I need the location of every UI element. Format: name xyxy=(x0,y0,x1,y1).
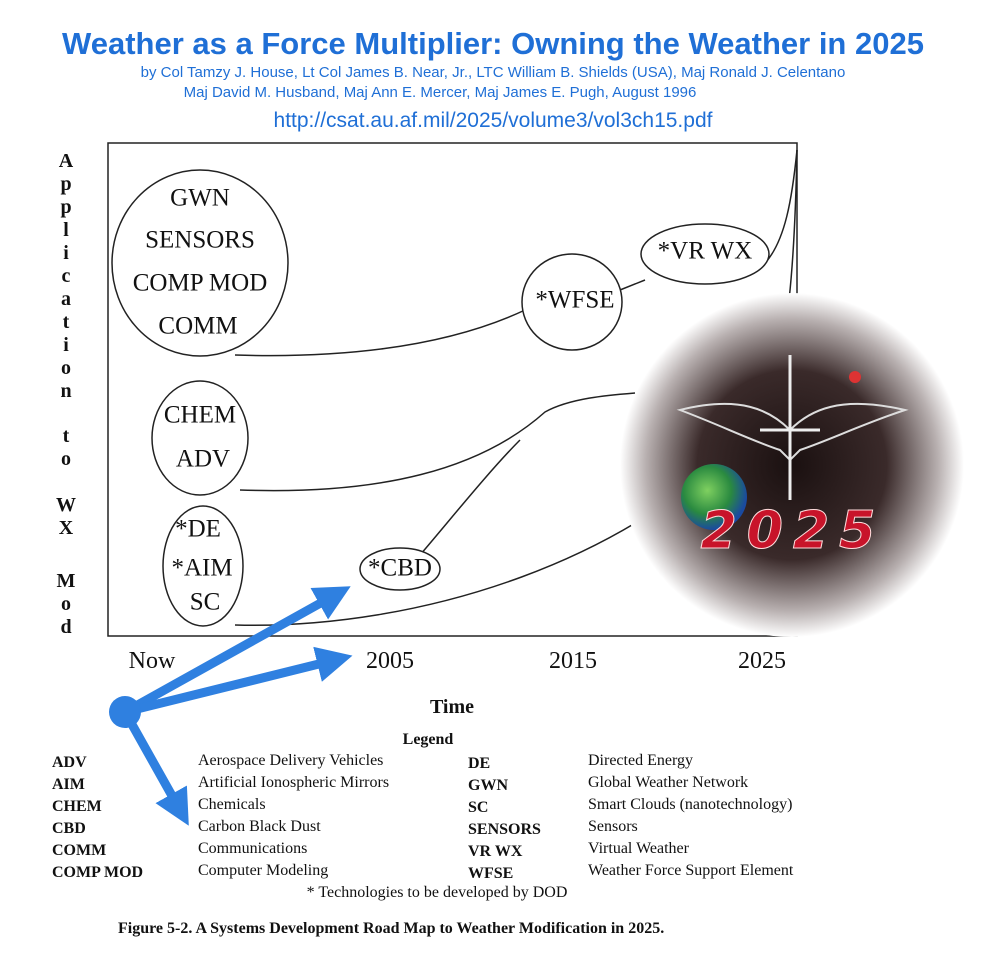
node-label: *CBD xyxy=(368,555,432,582)
y-axis-label: WX xyxy=(55,494,77,540)
legend-meaning: Chemicals xyxy=(198,796,266,813)
authors: by Col Tamzy J. House, Lt Col James B. N… xyxy=(141,64,846,81)
y-axis-label: Application xyxy=(55,150,77,403)
legend-abbr: COMP MOD xyxy=(52,864,143,881)
legend-abbr: ADV xyxy=(52,754,87,771)
node-label: SC xyxy=(190,589,221,616)
legend-abbr: VR WX xyxy=(468,843,523,860)
node-label: ADV xyxy=(176,446,230,473)
node-label: COMM xyxy=(158,313,237,340)
x-tick-label: 2025 xyxy=(738,648,786,674)
legend-meaning: Carbon Black Dust xyxy=(198,818,321,835)
node-label: *DE xyxy=(175,516,221,543)
authors: Maj David M. Husband, Maj Ann E. Mercer,… xyxy=(184,84,697,101)
node-label: *WFSE xyxy=(535,287,614,314)
legend-abbr: GWN xyxy=(468,777,508,794)
legend-meaning: Computer Modeling xyxy=(198,862,328,879)
legend-abbr: CBD xyxy=(52,820,86,837)
node-shapes xyxy=(111,169,770,627)
legend-meaning: Weather Force Support Element xyxy=(588,862,794,879)
node-label: *AIM xyxy=(171,555,232,582)
legend-meaning: Artificial Ionospheric Mirrors xyxy=(198,774,389,791)
legend-abbr: SC xyxy=(468,799,488,816)
legend-abbr: COMM xyxy=(52,842,106,859)
x-tick-label: Now xyxy=(129,648,176,674)
legend-meaning: Aerospace Delivery Vehicles xyxy=(198,752,383,769)
legend-meaning: Directed Energy xyxy=(588,752,693,769)
y-axis-label: to xyxy=(55,425,77,471)
logo: 2025 xyxy=(620,293,964,637)
node-label: GWN xyxy=(170,185,230,212)
caption: Figure 5-2. A Systems Development Road M… xyxy=(118,920,664,937)
legend-abbr: CHEM xyxy=(52,798,102,815)
node-label: *VR WX xyxy=(658,238,753,265)
x-tick-label: 2005 xyxy=(366,648,414,674)
legend-abbr: AIM xyxy=(52,776,85,793)
legend: Legend * Technologies to be developed by… xyxy=(52,731,794,901)
legend-meaning: Virtual Weather xyxy=(588,840,690,857)
legend-meaning: Global Weather Network xyxy=(588,774,748,791)
legend-note: * Technologies to be developed by DOD xyxy=(307,884,568,901)
legend-abbr: DE xyxy=(468,755,490,772)
arrow-origin xyxy=(109,696,141,728)
legend-title: Legend xyxy=(403,731,454,748)
legend-meaning: Sensors xyxy=(588,818,638,835)
logo-text: 2025 xyxy=(701,501,886,561)
url: http://csat.au.af.mil/2025/volume3/vol3c… xyxy=(274,109,713,132)
legend-abbr: WFSE xyxy=(468,865,513,882)
legend-meaning: Communications xyxy=(198,840,307,857)
y-axis-label: Mod xyxy=(55,570,77,639)
x-axis-label: Time xyxy=(430,696,474,718)
node-label: SENSORS xyxy=(145,227,255,254)
x-tick-label: 2015 xyxy=(549,648,597,674)
node-label: CHEM xyxy=(164,402,236,429)
title: Weather as a Force Multiplier: Owning th… xyxy=(62,26,924,61)
arrows xyxy=(120,586,353,826)
legend-abbr: SENSORS xyxy=(468,821,541,838)
node-label: COMP MOD xyxy=(133,270,268,297)
legend-meaning: Smart Clouds (nanotechnology) xyxy=(588,796,792,813)
